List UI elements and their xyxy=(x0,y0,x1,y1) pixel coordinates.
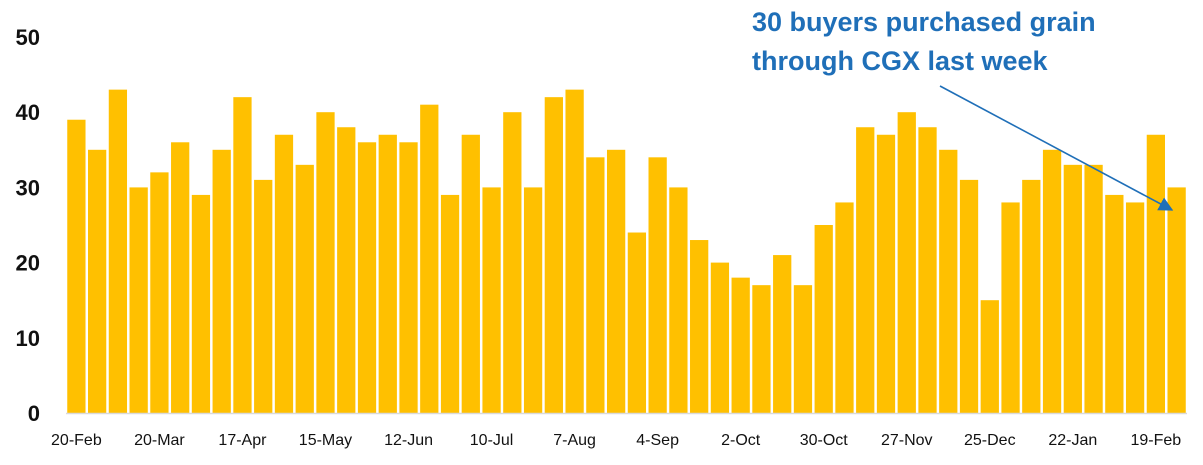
bar xyxy=(1042,149,1062,414)
bar xyxy=(1105,194,1124,413)
bar xyxy=(586,157,605,413)
bar xyxy=(627,232,647,413)
x-tick-label: 17-Apr xyxy=(218,432,267,449)
bar xyxy=(274,134,294,413)
bar xyxy=(835,202,854,413)
y-tick-label: 10 xyxy=(16,326,40,351)
y-tick-label: 20 xyxy=(16,251,40,276)
x-tick-label: 22-Jan xyxy=(1048,432,1097,449)
bar xyxy=(1063,164,1082,413)
bar xyxy=(378,134,397,413)
x-tick-label: 20-Feb xyxy=(51,432,102,449)
bar xyxy=(690,240,709,413)
bar xyxy=(897,112,916,413)
bar xyxy=(129,187,148,413)
y-tick-label: 40 xyxy=(16,100,40,125)
y-tick-label: 0 xyxy=(28,401,40,426)
bar xyxy=(959,179,979,413)
x-tick-label: 10-Jul xyxy=(470,432,514,449)
bar-series xyxy=(67,89,1186,414)
bar xyxy=(67,119,86,413)
bar xyxy=(1146,134,1165,413)
annotation-arrow xyxy=(939,85,1174,211)
bar xyxy=(648,157,667,413)
bar xyxy=(420,104,439,414)
bar xyxy=(1022,179,1041,413)
x-axis: 20-Feb 20-Mar 17-Apr 15-May 12-Jun 10-Jul 7-Au… xyxy=(51,432,1181,449)
bar xyxy=(171,142,190,413)
bar xyxy=(357,142,377,413)
bar xyxy=(295,164,314,413)
bar xyxy=(876,134,896,413)
bar xyxy=(814,225,833,413)
bar xyxy=(337,127,356,414)
bar xyxy=(773,255,792,413)
x-tick-label: 20-Mar xyxy=(134,432,185,449)
bar xyxy=(752,285,771,413)
bar xyxy=(233,97,252,413)
bar xyxy=(482,187,501,413)
bar xyxy=(980,300,999,413)
bar xyxy=(856,127,875,414)
bar xyxy=(606,149,626,414)
bar xyxy=(1167,187,1186,413)
x-tick-label: 30-Oct xyxy=(800,432,849,449)
bar xyxy=(1084,164,1103,413)
x-tick-label: 12-Jun xyxy=(384,432,433,449)
bar xyxy=(461,134,480,413)
bar xyxy=(710,262,730,413)
x-tick-label: 2-Oct xyxy=(721,432,761,449)
bar xyxy=(191,194,211,413)
annotation: 30 buyers purchased grain through CGX la… xyxy=(752,7,1174,211)
y-tick-label: 50 xyxy=(16,25,40,50)
y-tick-label: 30 xyxy=(16,175,40,200)
bar xyxy=(731,277,750,413)
x-tick-label: 7-Aug xyxy=(553,432,596,449)
bar xyxy=(1001,202,1020,413)
bar xyxy=(939,149,958,414)
x-tick-label: 25-Dec xyxy=(964,432,1016,449)
bar xyxy=(254,179,273,413)
bar xyxy=(150,172,169,413)
bar xyxy=(793,285,813,413)
annotation-line-1: 30 buyers purchased grain xyxy=(752,7,1096,37)
bar xyxy=(440,194,460,413)
bar xyxy=(523,187,543,413)
x-tick-label: 19-Feb xyxy=(1131,432,1182,449)
bar xyxy=(565,89,584,413)
annotation-line-2: through CGX last week xyxy=(752,46,1049,76)
x-tick-label: 27-Nov xyxy=(881,432,933,449)
bar xyxy=(669,187,688,413)
bar xyxy=(918,127,937,414)
bar xyxy=(212,149,231,414)
bar xyxy=(399,142,418,413)
bar xyxy=(544,97,563,413)
x-tick-label: 4-Sep xyxy=(636,432,679,449)
y-axis: 0 10 20 30 40 50 xyxy=(16,25,40,426)
bar xyxy=(316,112,335,413)
bar xyxy=(1125,202,1145,413)
x-tick-label: 15-May xyxy=(299,432,352,449)
bar xyxy=(503,112,522,413)
bar xyxy=(88,149,107,414)
bar xyxy=(108,89,128,413)
